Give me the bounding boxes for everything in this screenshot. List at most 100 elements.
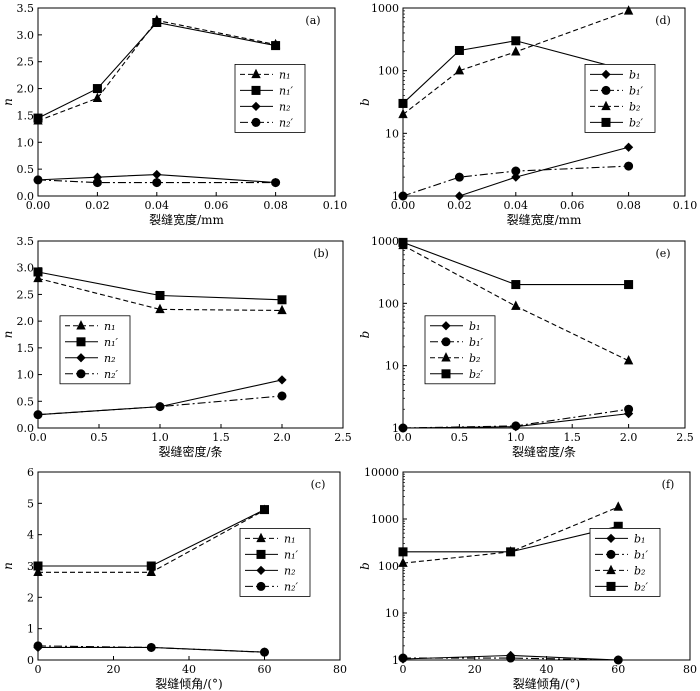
y-tick-label: 1.5 xyxy=(17,342,35,355)
legend: n₁ n₁′ n₂ n₂′ xyxy=(239,528,311,597)
x-tick-label: 0.5 xyxy=(90,431,108,444)
legend-marker xyxy=(606,533,616,544)
y-axis-title: b xyxy=(358,331,372,339)
data-point xyxy=(33,267,43,277)
legend-marker xyxy=(76,320,86,330)
x-axis-title: 裂缝倾角/(°) xyxy=(513,676,580,691)
data-point xyxy=(33,272,43,283)
x-tick-label: 0.00 xyxy=(391,199,416,212)
legend-label: b₂′ xyxy=(469,368,483,381)
legend-label: n₁ xyxy=(284,532,296,545)
x-tick-label: 20 xyxy=(107,663,121,676)
chart-panel-e: 0.0 0.5 1.0 1.5 2.0 2.5 1 10 100 1000 裂缝密度/条 b (e) b₁… xyxy=(358,235,694,459)
y-tick-label: 2.5 xyxy=(17,56,35,69)
legend-label: b₂ xyxy=(469,352,480,365)
legend-label: n₂′ xyxy=(279,116,293,129)
data-point xyxy=(155,402,165,412)
x-tick-label: 0.08 xyxy=(616,199,641,212)
legend-label: n₁ xyxy=(279,68,291,81)
y-tick-label: 4 xyxy=(27,529,34,542)
data-point xyxy=(277,295,287,305)
data-point xyxy=(152,169,162,180)
data-point xyxy=(506,547,516,557)
legend-marker xyxy=(606,581,616,591)
x-tick-label: 2.5 xyxy=(334,431,352,444)
y-tick-label: 10 xyxy=(385,127,399,140)
y-tick-label: 10 xyxy=(385,607,399,620)
panel-label: (c) xyxy=(311,478,326,491)
legend-label: n₂′ xyxy=(104,368,118,381)
x-tick-label: 40 xyxy=(540,663,554,676)
data-point xyxy=(398,557,408,567)
x-tick-label: 60 xyxy=(258,663,272,676)
legend-box xyxy=(59,315,131,385)
y-tick-label: 10 xyxy=(385,360,399,373)
y-tick-label: 3.0 xyxy=(17,29,35,42)
legend-marker xyxy=(76,353,86,363)
legend-box xyxy=(424,315,496,385)
y-tick-label: 1 xyxy=(392,190,399,203)
y-tick-label: 1 xyxy=(27,623,34,636)
panel-label: (e) xyxy=(655,247,670,260)
data-point xyxy=(33,113,43,123)
legend-box xyxy=(589,528,661,597)
y-tick-label: 3.0 xyxy=(17,262,35,275)
x-tick-label: 1.0 xyxy=(151,431,169,444)
legend-label: b₂ xyxy=(634,564,645,577)
y-tick-label: 1000 xyxy=(371,235,399,248)
y-tick-label: 5 xyxy=(27,497,34,510)
legend-marker xyxy=(606,564,616,575)
data-point xyxy=(33,561,43,571)
legend-label: n₁ xyxy=(104,320,116,333)
legend-box xyxy=(234,64,306,133)
y-tick-label: 0 xyxy=(27,654,34,667)
panel-label: (b) xyxy=(313,247,329,260)
x-tick-label: 0.04 xyxy=(504,199,529,212)
data-point xyxy=(146,566,156,576)
legend-marker xyxy=(76,337,86,347)
data-point xyxy=(624,404,634,414)
data-point xyxy=(152,18,162,28)
legend-marker xyxy=(251,101,261,112)
legend-marker xyxy=(601,69,611,80)
x-tick-label: 1.0 xyxy=(507,431,525,444)
y-tick-label: 2.0 xyxy=(17,83,35,96)
x-tick-label: 0 xyxy=(400,663,407,676)
x-tick-label: 1.5 xyxy=(563,431,581,444)
legend-label: n₁′ xyxy=(104,336,118,349)
legend-label: b₁ xyxy=(629,68,640,81)
legend-marker xyxy=(441,369,451,379)
data-point xyxy=(623,5,634,15)
y-tick-label: 1000 xyxy=(371,513,399,526)
x-tick-label: 0.0 xyxy=(29,431,47,444)
legend: b₁ b₁′ b₂ b₂′ xyxy=(589,528,661,597)
x-tick-label: 80 xyxy=(333,663,347,676)
y-tick-label: 1.5 xyxy=(17,109,35,122)
data-point xyxy=(259,647,269,657)
y-axis-title: b xyxy=(358,98,372,106)
series-line-2 xyxy=(402,10,629,115)
legend-label: b₁′ xyxy=(629,84,643,97)
data-point xyxy=(155,303,165,314)
x-axis-title: 裂缝密度/条 xyxy=(158,444,222,459)
y-tick-label: 6 xyxy=(27,466,34,479)
x-tick-label: 0.02 xyxy=(85,199,110,212)
legend-label: n₂ xyxy=(284,564,296,577)
x-tick-label: 0.00 xyxy=(26,199,51,212)
chart-panel-c: 0 20 40 60 80 0 1 2 3 4 5 6 裂缝倾角/(°) n (c) n₁ n₁′ n₂ n₂′ xyxy=(1,466,347,691)
data-point xyxy=(277,375,287,385)
x-tick-label: 80 xyxy=(683,663,697,676)
data-point xyxy=(146,642,156,652)
y-axis-title: b xyxy=(358,562,372,570)
y-tick-label: 3.5 xyxy=(17,235,35,248)
data-point xyxy=(454,64,465,75)
series-line-3 xyxy=(37,179,276,184)
data-point xyxy=(271,178,281,188)
y-tick-label: 1 xyxy=(392,654,399,667)
y-tick-label: 1000 xyxy=(371,2,399,15)
x-tick-label: 0.10 xyxy=(323,199,348,212)
data-point xyxy=(398,237,408,247)
x-tick-label: 0.5 xyxy=(451,431,469,444)
x-tick-label: 2.5 xyxy=(676,431,694,444)
